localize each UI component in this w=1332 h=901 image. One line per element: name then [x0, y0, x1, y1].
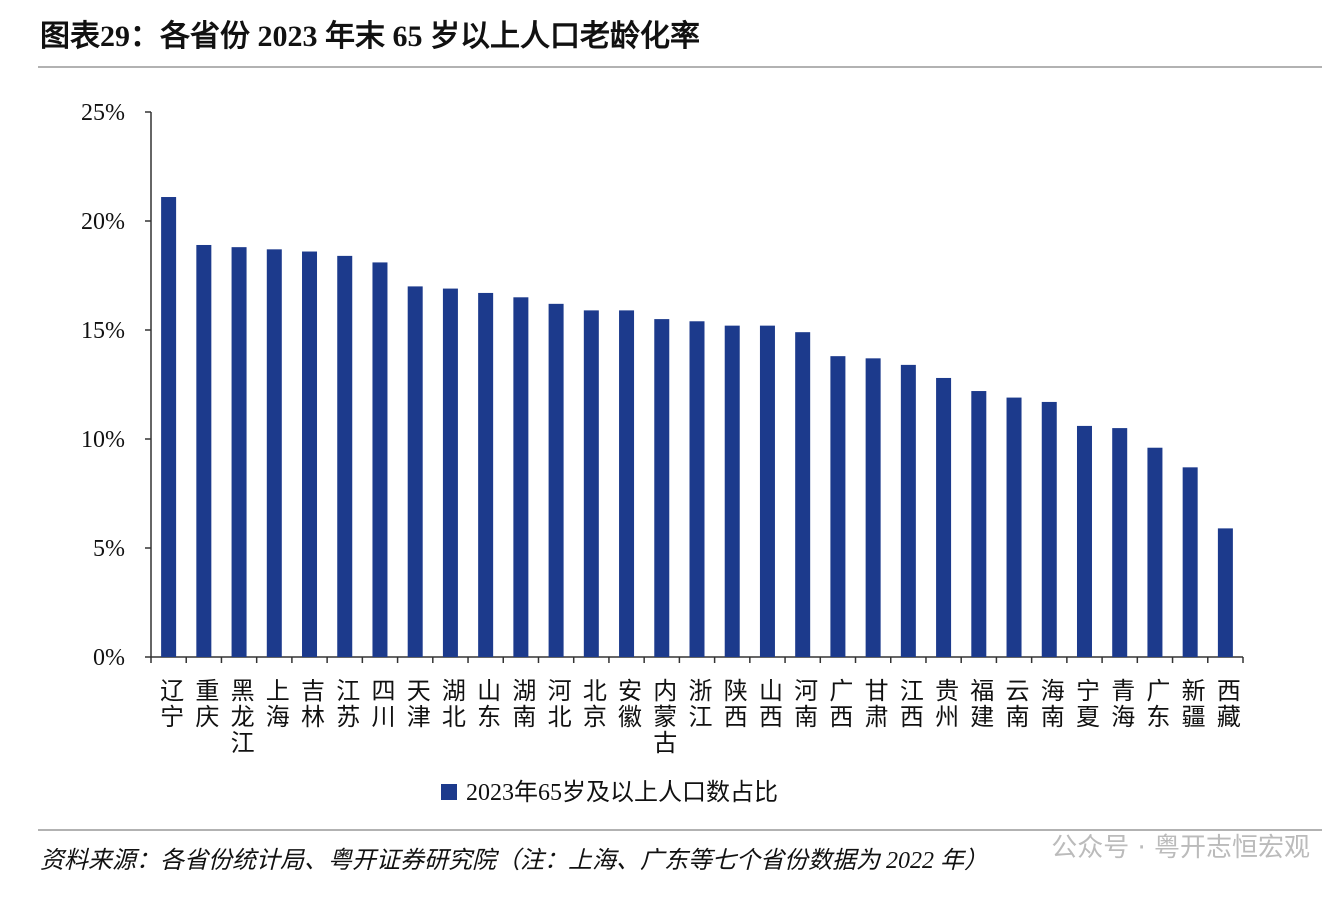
y-tick-label: 20% [81, 209, 125, 235]
x-tick-label: 黑龙江 [226, 678, 254, 756]
x-tick-label: 陕西 [719, 678, 746, 730]
bar [1112, 428, 1128, 657]
chart-title: 图表29：各省份 2023 年末 65 岁以上人口老龄化率 [40, 19, 700, 53]
bar [1147, 447, 1163, 657]
x-tick-label: 广东 [1142, 678, 1170, 730]
legend-label: 2023年65岁及以上人口数占比 [466, 779, 778, 806]
bar [266, 249, 282, 657]
bar [689, 321, 705, 657]
x-tick-label: 广西 [825, 678, 853, 730]
x-tick-label: 天津 [402, 678, 430, 730]
y-tick-label: 15% [81, 318, 125, 344]
bar [442, 288, 458, 657]
source-note: 资料来源：各省份统计局、粤开证券研究院（注：上海、广东等七个省份数据为 2022… [40, 847, 988, 874]
x-tick-label: 甘肃 [860, 678, 888, 730]
x-tick-label: 福建 [966, 678, 994, 730]
x-tick-label: 山东 [473, 678, 500, 730]
x-tick-label: 吉林 [297, 678, 325, 730]
bar [865, 358, 881, 657]
x-tick-label: 宁夏 [1071, 678, 1099, 730]
x-tick-label: 河北 [543, 678, 571, 730]
x-tick-label: 海南 [1036, 678, 1063, 730]
x-tick-label: 西藏 [1212, 678, 1240, 730]
x-tick-label: 上海 [261, 678, 288, 730]
bar [795, 332, 811, 657]
x-tick-label: 内蒙古 [649, 678, 676, 756]
x-tick-label: 浙江 [684, 678, 712, 730]
bar [1006, 397, 1022, 657]
bar [196, 244, 212, 658]
watermark: 公众号 · 粤开志恒宏观 [1051, 833, 1310, 863]
x-tick-label: 辽宁 [156, 678, 184, 730]
x-tick-label: 云南 [1001, 678, 1028, 730]
y-tick-label: 10% [81, 427, 125, 453]
y-tick-label: 25% [81, 100, 125, 126]
x-tick-label: 湖南 [508, 678, 536, 730]
legend-swatch [441, 784, 457, 800]
bar [900, 364, 916, 657]
y-tick-label: 5% [93, 536, 125, 562]
bar [161, 197, 177, 657]
x-tick-label: 湖北 [437, 678, 465, 730]
bar [372, 262, 388, 657]
x-tick-label: 安徽 [614, 678, 642, 730]
x-tick-label: 江西 [895, 678, 922, 730]
bar [548, 303, 564, 657]
x-tick-label: 重庆 [191, 678, 219, 730]
bar [1182, 467, 1198, 657]
bar [478, 292, 494, 657]
x-tick-label: 江苏 [332, 678, 359, 730]
y-tick-label: 0% [93, 645, 125, 671]
bar [1041, 401, 1057, 657]
bar [231, 247, 247, 657]
bar [337, 255, 353, 657]
bar [1076, 425, 1092, 657]
bar [971, 391, 987, 657]
x-tick-label: 新疆 [1177, 678, 1205, 730]
x-tick-label: 四川 [367, 678, 395, 730]
bar [936, 377, 952, 657]
bar [619, 310, 635, 657]
bar [302, 251, 318, 657]
x-tick-label: 山西 [754, 678, 781, 730]
bar [654, 319, 670, 657]
x-tick-label: 北京 [578, 678, 606, 730]
bar [724, 325, 740, 657]
x-tick-label: 河南 [790, 678, 818, 730]
bar [407, 286, 423, 657]
bar [583, 310, 599, 657]
bar [759, 325, 775, 657]
bar [830, 356, 846, 657]
bar [1217, 528, 1233, 657]
x-tick-label: 贵州 [931, 678, 959, 730]
bar [513, 297, 529, 657]
x-tick-label: 青海 [1107, 678, 1134, 730]
